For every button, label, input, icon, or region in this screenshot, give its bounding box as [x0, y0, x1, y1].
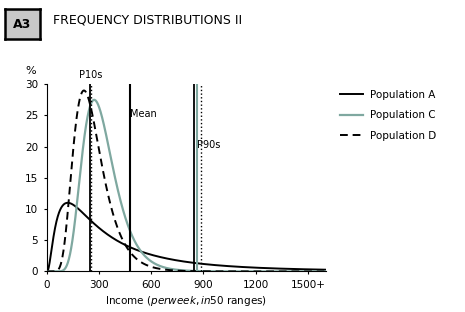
Text: P90s: P90s [197, 140, 221, 150]
Legend: Population A, Population C, Population D: Population A, Population C, Population D [336, 86, 440, 145]
Text: Mean: Mean [130, 109, 157, 119]
Text: A3: A3 [13, 18, 31, 31]
Text: FREQUENCY DISTRIBUTIONS II: FREQUENCY DISTRIBUTIONS II [53, 14, 243, 27]
Text: %: % [25, 66, 35, 76]
X-axis label: Income ($ per week, in $50 ranges): Income ($ per week, in $50 ranges) [105, 294, 267, 308]
Text: P10s: P10s [79, 71, 102, 80]
